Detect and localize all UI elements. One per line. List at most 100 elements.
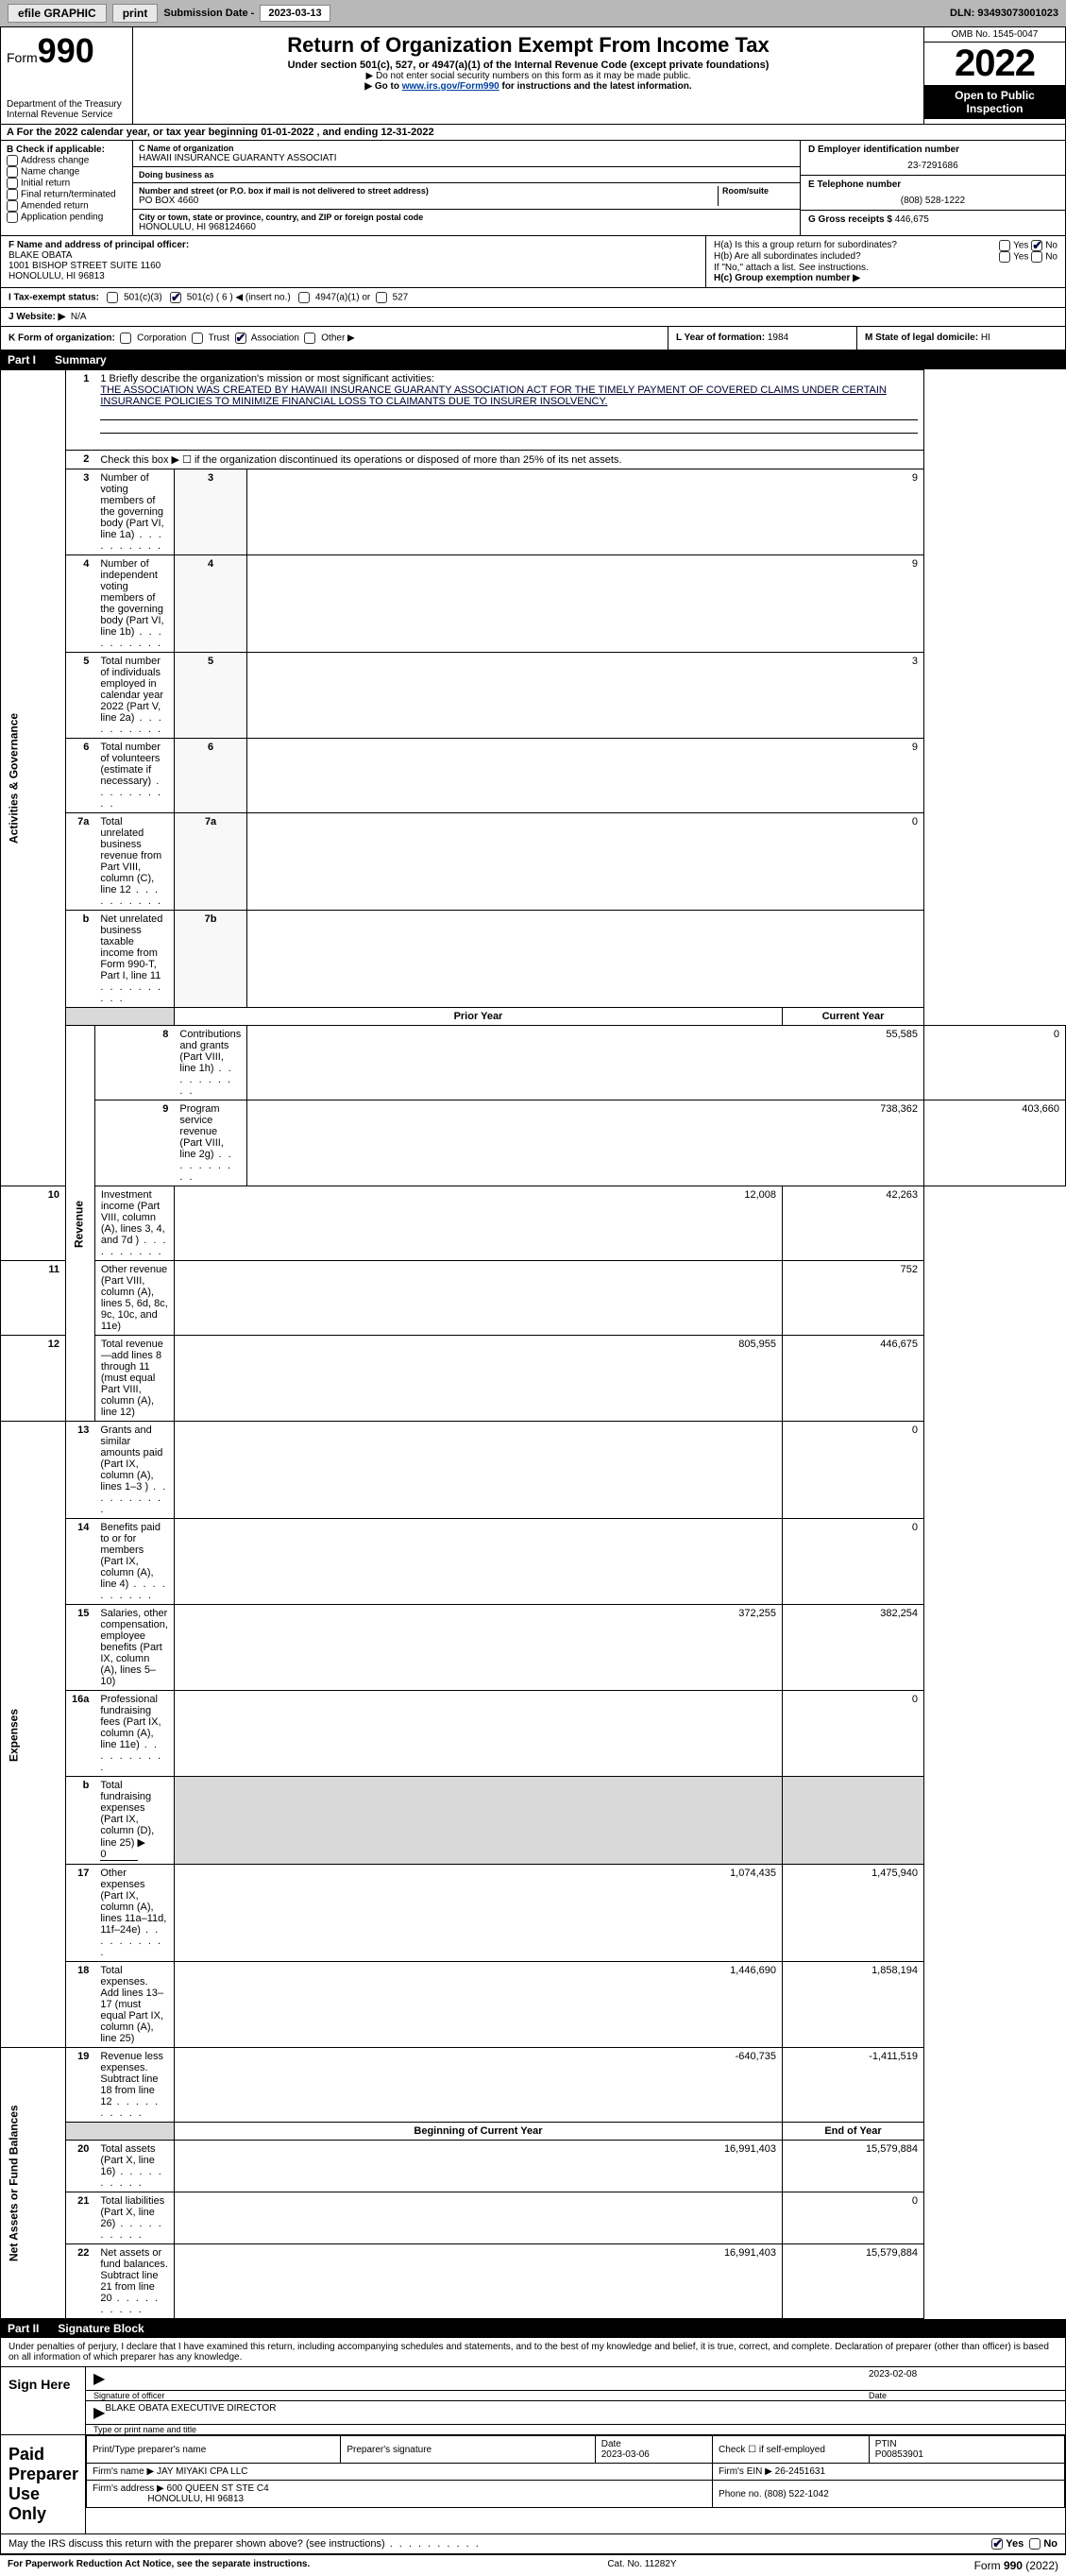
submission-label: Submission Date - — [163, 8, 254, 19]
cb-4947[interactable] — [298, 292, 310, 303]
line-19-c: -1,411,519 — [783, 2048, 924, 2123]
cb-final-return[interactable] — [7, 189, 18, 200]
line-20-c: 15,579,884 — [783, 2141, 924, 2192]
row-i: I Tax-exempt status: 501(c)(3) 501(c) ( … — [0, 288, 1066, 308]
line-22: Net assets or fund balances. Subtract li… — [94, 2244, 174, 2319]
line-7b: Net unrelated business taxable income fr… — [94, 911, 174, 1008]
gross-value: 446,675 — [895, 214, 929, 225]
vert-revenue: Revenue — [66, 1026, 95, 1422]
line-7a: Total unrelated business revenue from Pa… — [94, 813, 174, 911]
line-13: Grants and similar amounts paid (Part IX… — [94, 1422, 174, 1519]
line-11-p — [174, 1261, 782, 1336]
dln: DLN: 93493073001023 — [950, 8, 1058, 19]
cb-501c3[interactable] — [107, 292, 118, 303]
line-15-c: 382,254 — [783, 1605, 924, 1691]
cb-hb-no[interactable] — [1031, 251, 1042, 263]
line-22-p: 16,991,403 — [174, 2244, 782, 2319]
gross-label: G Gross receipts $ — [808, 214, 892, 225]
cb-name-change[interactable] — [7, 166, 18, 178]
line-21-p — [174, 2192, 782, 2244]
line-18: Total expenses. Add lines 13–17 (must eq… — [94, 1962, 174, 2048]
hdr-current: Current Year — [783, 1008, 924, 1026]
line-19: Revenue less expenses. Subtract line 18 … — [94, 2048, 174, 2123]
line-3-val: 9 — [247, 469, 924, 555]
cb-initial-return[interactable] — [7, 178, 18, 189]
goto-note: ▶ Go to www.irs.gov/Form990 for instruct… — [139, 81, 918, 92]
form-title: Return of Organization Exempt From Incom… — [139, 33, 918, 58]
hdr-end: End of Year — [783, 2123, 924, 2141]
cb-ha-no[interactable] — [1031, 240, 1042, 251]
street-label: Number and street (or P.O. box if mail i… — [139, 186, 714, 196]
discuss-question: May the IRS discuss this return with the… — [8, 2538, 481, 2550]
l-value: 1984 — [768, 333, 788, 343]
cb-other[interactable] — [304, 333, 315, 344]
irs-link[interactable]: www.irs.gov/Form990 — [402, 81, 499, 92]
line-17-p: 1,074,435 — [174, 1865, 782, 1962]
cb-discuss-yes[interactable] — [991, 2538, 1003, 2550]
hdr-begin: Beginning of Current Year — [174, 2123, 782, 2141]
city-label: City or town, state or province, country… — [139, 213, 794, 222]
efile-button[interactable]: efile GRAPHIC — [8, 4, 107, 23]
cb-discuss-no[interactable] — [1029, 2538, 1041, 2550]
submission-date: 2023-03-13 — [260, 5, 330, 22]
cb-527[interactable] — [376, 292, 387, 303]
cb-hb-yes[interactable] — [999, 251, 1010, 263]
line-16b: Total fundraising expenses (Part IX, col… — [94, 1777, 174, 1865]
firm-addr-label: Firm's address ▶ — [93, 2483, 164, 2494]
line-20-p: 16,991,403 — [174, 2141, 782, 2192]
ein-label: D Employer identification number — [808, 145, 1058, 155]
line-15-p: 372,255 — [174, 1605, 782, 1691]
line-22-c: 15,579,884 — [783, 2244, 924, 2319]
preparer-section: Paid Preparer Use Only Print/Type prepar… — [0, 2435, 1066, 2534]
line-12-c: 446,675 — [783, 1336, 924, 1422]
omb-number: OMB No. 1545-0047 — [924, 27, 1065, 43]
cb-amended[interactable] — [7, 200, 18, 212]
cb-ha-yes[interactable] — [999, 240, 1010, 251]
m-value: HI — [981, 333, 990, 343]
line-4-val: 9 — [247, 555, 924, 653]
line-9-c: 403,660 — [924, 1100, 1066, 1186]
hb-note: If "No," attach a list. See instructions… — [714, 263, 1058, 273]
cat-number: Cat. No. 11282Y — [607, 2559, 676, 2572]
pra-notice: For Paperwork Reduction Act Notice, see … — [8, 2559, 310, 2572]
prep-date-val: 2023-03-06 — [601, 2449, 650, 2460]
section-fgh: F Name and address of principal officer:… — [0, 236, 1066, 288]
firm-ein-label: Firm's EIN ▶ — [719, 2466, 772, 2477]
line-6: Total number of volunteers (estimate if … — [94, 739, 174, 813]
hc-label: H(c) Group exemption number ▶ — [714, 273, 1058, 283]
phone-value: (808) 528-1222 — [808, 196, 1058, 206]
firm-name-val: JAY MIYAKI CPA LLC — [157, 2466, 248, 2477]
mission-text: THE ASSOCIATION WAS CREATED BY HAWAII IN… — [100, 384, 886, 407]
cb-trust[interactable] — [192, 333, 203, 344]
vert-expenses: Expenses — [1, 1422, 66, 2048]
cb-app-pending[interactable] — [7, 212, 18, 223]
street-value: PO BOX 4660 — [139, 196, 714, 206]
hdr-prior: Prior Year — [174, 1008, 782, 1026]
ssn-note: ▶ Do not enter social security numbers o… — [139, 71, 918, 81]
line-3: Number of voting members of the governin… — [94, 469, 174, 555]
form-subtitle: Under section 501(c), 527, or 4947(a)(1)… — [139, 60, 918, 71]
line-12-p: 805,955 — [174, 1336, 782, 1422]
cb-assoc[interactable] — [235, 333, 246, 344]
arrow-icon: ▶ — [93, 2369, 105, 2388]
cb-address-change[interactable] — [7, 155, 18, 166]
officer-addr1: 1001 BISHOP STREET SUITE 1160 — [8, 261, 698, 271]
print-button[interactable]: print — [112, 4, 159, 23]
line-8-c: 0 — [924, 1026, 1066, 1100]
mission-label: 1 Briefly describe the organization's mi… — [100, 373, 434, 384]
line-15: Salaries, other compensation, employee b… — [94, 1605, 174, 1691]
ein-value: 23-7291686 — [808, 161, 1058, 171]
prep-ptin-val: P00853901 — [875, 2449, 923, 2460]
part2-header: Part II Signature Block — [0, 2319, 1066, 2338]
hb-label: H(b) Are all subordinates included? — [714, 251, 861, 263]
l-label: L Year of formation: — [676, 333, 765, 343]
open-inspection: Open to Public Inspection — [924, 85, 1065, 119]
cb-corp[interactable] — [120, 333, 131, 344]
line-7a-val: 0 — [247, 813, 924, 911]
line-21: Total liabilities (Part X, line 26) — [94, 2192, 174, 2244]
city-value: HONOLULU, HI 968124660 — [139, 222, 794, 232]
room-label: Room/suite — [722, 186, 794, 196]
cb-501c[interactable] — [170, 292, 181, 303]
topbar: efile GRAPHIC print Submission Date - 20… — [0, 0, 1066, 26]
line-14-c: 0 — [783, 1519, 924, 1605]
